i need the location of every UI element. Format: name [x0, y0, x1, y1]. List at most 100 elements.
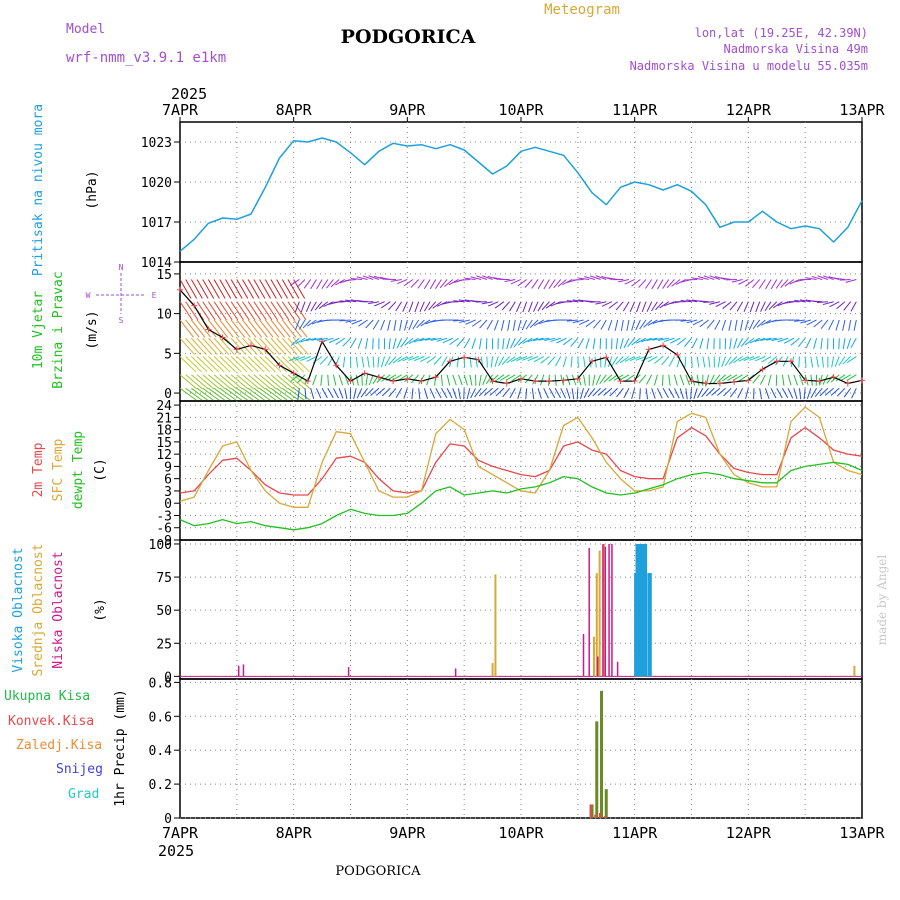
wind-arrow	[372, 338, 374, 350]
wind-arrow	[471, 338, 477, 349]
wind-arrow	[293, 387, 312, 401]
date-tick-label: 8APR	[276, 824, 313, 842]
wind-arrow	[287, 301, 301, 321]
wind-arrow	[493, 319, 499, 331]
wind-arrow	[303, 279, 312, 289]
wind-arrow	[236, 374, 255, 390]
wind-arrow	[800, 319, 811, 324]
wind-arrow	[452, 374, 457, 386]
wind-arrow	[408, 356, 419, 361]
wind-arrow	[717, 356, 721, 368]
wind-arrow	[482, 374, 488, 386]
wind-arrow	[562, 356, 567, 368]
wind-arrow	[615, 338, 619, 350]
wind-arrow	[743, 301, 749, 313]
wind-arrow	[749, 301, 755, 313]
wind-arrow	[208, 337, 224, 355]
wind-arrow	[716, 387, 726, 396]
wind-arrow	[846, 356, 857, 363]
wind-gust-marker	[603, 354, 610, 361]
wind-arrow	[572, 278, 584, 281]
wind-arrow	[300, 337, 311, 343]
wind-arrow	[396, 338, 403, 349]
wind-arrow	[543, 388, 549, 399]
wind-arrow	[843, 301, 852, 311]
wind-arrow	[714, 276, 726, 280]
wind-arrow	[264, 301, 278, 321]
wind-arrow	[413, 356, 425, 362]
wind-arrow	[365, 319, 374, 329]
wind-arrow	[392, 338, 397, 350]
wind-arrow	[208, 319, 223, 338]
wind-arrow	[294, 301, 300, 313]
wind-arrow	[842, 356, 851, 365]
wind-arrow	[522, 301, 528, 313]
wind-arrow	[289, 356, 300, 362]
wind-arrow	[684, 337, 692, 348]
wind-arrow	[368, 301, 380, 305]
wind-arrow	[276, 279, 289, 299]
wind-arrow	[410, 374, 420, 384]
wind-arrow	[294, 356, 306, 361]
wind-arrow	[531, 388, 535, 400]
wind-arrow	[624, 279, 635, 285]
wind-arrow	[616, 387, 624, 398]
wind-arrow	[463, 338, 471, 349]
wind-arrow	[697, 300, 709, 303]
wind-arrow	[281, 279, 294, 299]
wind-arrow	[400, 337, 408, 348]
precip-ylabel: 1hr Precip (mm)	[113, 689, 128, 806]
wind-gust-marker	[233, 346, 240, 353]
temp-sfc-line	[179, 406, 863, 508]
wind-arrow	[772, 301, 783, 309]
temp-unit: (C)	[93, 458, 108, 481]
wind-arrow	[645, 388, 649, 400]
wind-arrow	[657, 337, 669, 342]
wind-arrow	[578, 277, 590, 280]
wind-arrow	[391, 374, 402, 381]
wind-arrow	[657, 279, 664, 290]
wind-gust-marker	[631, 378, 638, 385]
wind-arrow	[392, 356, 402, 364]
wind-arrow	[510, 356, 522, 363]
wind-gust-marker	[518, 375, 524, 382]
cloud-ylabel-mid: Srednja Oblacnost	[31, 543, 46, 676]
wind-arrow	[449, 337, 459, 346]
date-tick-label: 7APR	[162, 101, 199, 119]
wind-arrow	[403, 279, 414, 287]
temperature-ytick-label: 3	[164, 485, 172, 500]
temperature-ytick-label: 15	[156, 436, 172, 451]
wind-arrow	[230, 337, 247, 355]
wind-arrow	[287, 279, 300, 299]
wind-arrow	[327, 374, 330, 386]
wind-arrow	[537, 279, 545, 290]
pressure-series-line	[179, 137, 863, 252]
wind-arrow	[590, 275, 601, 280]
wind-arrow	[673, 374, 678, 386]
wind-arrow	[213, 279, 226, 299]
wind-arrow	[653, 374, 658, 386]
wind-arrow	[764, 301, 772, 312]
wind-arrow	[731, 278, 743, 283]
cloud-low-bar	[242, 664, 245, 677]
pressure-ylabel: Pritisak na nivou mora	[31, 104, 46, 276]
pressure-ytick-label: 1023	[141, 136, 172, 151]
wind-arrow	[810, 388, 817, 399]
wind-gust-marker	[830, 374, 837, 381]
wind-arrow	[404, 319, 408, 331]
wind-arrow	[566, 319, 578, 322]
date-tick-label: 11APR	[612, 824, 658, 842]
wind-arrow	[259, 279, 271, 299]
wind-arrow	[804, 356, 807, 368]
model-label: Model	[66, 22, 105, 37]
wind-arrow	[242, 301, 256, 321]
wind-arrow	[270, 279, 283, 299]
wind-arrow	[531, 279, 539, 289]
wind-arrow	[423, 301, 431, 312]
wind-arrow	[335, 337, 346, 345]
wind-arrow	[426, 356, 437, 364]
wind-arrow	[547, 356, 556, 366]
wind-arrow	[339, 319, 351, 322]
wind-arrow	[287, 337, 304, 355]
wind-arrow	[196, 374, 215, 390]
